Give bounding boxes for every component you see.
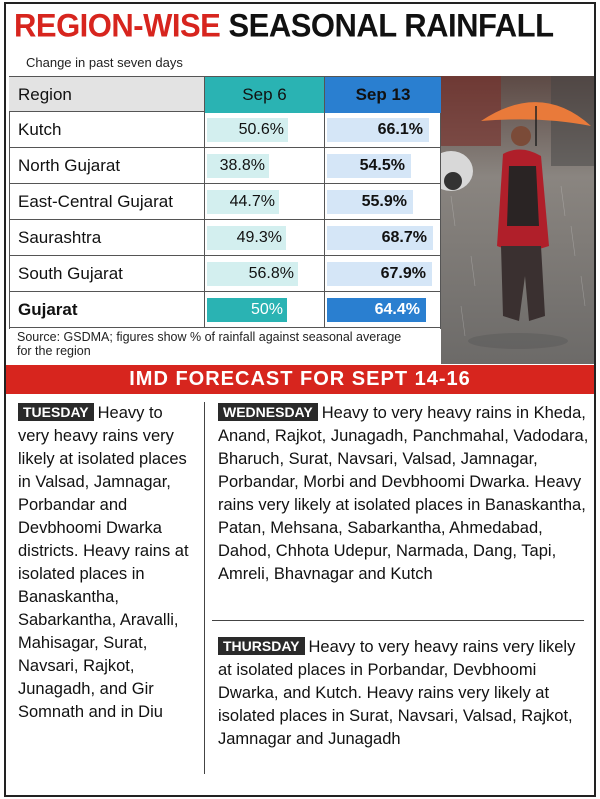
- region-name: North Gujarat: [9, 148, 205, 184]
- headline-part1: REGION-WISE: [14, 7, 221, 44]
- sep13-bar: [327, 190, 413, 214]
- header-sep13: Sep 13: [325, 77, 441, 113]
- sep6-bar: [207, 154, 269, 178]
- forecast-thursday-text: Heavy to very heavy rains very likely at…: [218, 638, 576, 748]
- forecast-tuesday: TUESDAY Heavy to very heavy rains very li…: [18, 402, 198, 724]
- sep6-bar: [207, 298, 287, 322]
- table-row: Gujarat 50% 64.4%: [9, 292, 441, 328]
- sep6-value: 44.7%: [229, 193, 275, 210]
- sep6-value: 38.8%: [219, 157, 265, 174]
- header-sep6-label: Sep 6: [242, 85, 287, 104]
- table-header-row: Region Sep 6 Sep 13: [9, 76, 441, 113]
- table-row: North Gujarat 38.8% 54.5%: [9, 148, 441, 184]
- sep13-cell: 68.7%: [325, 220, 441, 256]
- sep6-value: 56.8%: [248, 265, 294, 282]
- forecast-tuesday-text: Heavy to very heavy rains very likely at…: [18, 404, 189, 721]
- sep6-cell: 50%: [205, 292, 325, 328]
- sep13-cell: 64.4%: [325, 292, 441, 328]
- sep6-cell: 56.8%: [205, 256, 325, 292]
- sep6-bar: [207, 118, 288, 142]
- sep13-bar: [327, 262, 432, 286]
- sep13-bar: [327, 154, 411, 178]
- region-name: Gujarat: [9, 292, 205, 328]
- sep6-value: 50.6%: [238, 121, 284, 138]
- sep6-cell: 44.7%: [205, 184, 325, 220]
- row-divider: [212, 620, 584, 621]
- table-border: [9, 76, 441, 329]
- sep6-cell: 38.8%: [205, 148, 325, 184]
- sep6-cell: 49.3%: [205, 220, 325, 256]
- sep6-bar: [207, 190, 279, 214]
- forecast-thursday: THURSDAY Heavy to very heavy rains very l…: [218, 636, 590, 751]
- region-name: East-Central Gujarat: [9, 184, 205, 220]
- forecast-wednesday-text: Heavy to very heavy rains in Kheda, Anan…: [218, 404, 589, 583]
- headline: REGION-WISE SEASONAL RAINFALL: [14, 7, 554, 45]
- sep13-value: 68.7%: [381, 229, 427, 246]
- day-tag-thursday: THURSDAY: [218, 637, 305, 655]
- day-tag-wednesday: WEDNESDAY: [218, 403, 318, 421]
- region-name: Kutch: [9, 112, 205, 148]
- photo-illustration: [441, 76, 594, 364]
- sep13-value: 64.4%: [374, 301, 420, 318]
- sep13-value: 55.9%: [361, 193, 407, 210]
- sep13-value: 66.1%: [377, 121, 423, 138]
- sep13-cell: 55.9%: [325, 184, 441, 220]
- sep6-bar: [207, 262, 298, 286]
- day-tag-tuesday: TUESDAY: [18, 403, 94, 421]
- headline-part2: SEASONAL RAINFALL: [228, 7, 554, 44]
- source-note: Source: GSDMA; figures show % of rainfal…: [17, 330, 402, 358]
- sep6-value: 49.3%: [236, 229, 282, 246]
- subhead: Change in past seven days: [26, 55, 183, 70]
- sep13-value: 67.9%: [380, 265, 426, 282]
- sep6-bar: [207, 226, 286, 250]
- header-sep13-label: Sep 13: [355, 85, 411, 104]
- sep13-bar: [327, 298, 426, 322]
- table-row: Kutch 50.6% 66.1%: [9, 112, 441, 148]
- table-row: East-Central Gujarat 44.7% 55.9%: [9, 184, 441, 220]
- table-row: South Gujarat 56.8% 67.9%: [9, 256, 441, 292]
- column-divider: [204, 402, 205, 774]
- region-name: Saurashtra: [9, 220, 205, 256]
- region-name: South Gujarat: [9, 256, 205, 292]
- header-region: Region: [9, 77, 205, 113]
- sep6-cell: 50.6%: [205, 112, 325, 148]
- rain-photo: [441, 76, 594, 364]
- sep13-cell: 67.9%: [325, 256, 441, 292]
- sep13-bar: [327, 118, 429, 142]
- header-sep6: Sep 6: [205, 77, 325, 113]
- forecast-banner: IMD FORECAST FOR SEPT 14-16: [6, 365, 594, 394]
- forecast-wednesday: WEDNESDAY Heavy to very heavy rains in Kh…: [218, 402, 590, 586]
- sep6-value: 50%: [250, 301, 283, 318]
- sep13-cell: 54.5%: [325, 148, 441, 184]
- table-row: Saurashtra 49.3% 68.7%: [9, 220, 441, 256]
- graphic-frame: [4, 2, 596, 797]
- sep13-value: 54.5%: [359, 157, 405, 174]
- sep13-bar: [327, 226, 433, 250]
- sep13-cell: 66.1%: [325, 112, 441, 148]
